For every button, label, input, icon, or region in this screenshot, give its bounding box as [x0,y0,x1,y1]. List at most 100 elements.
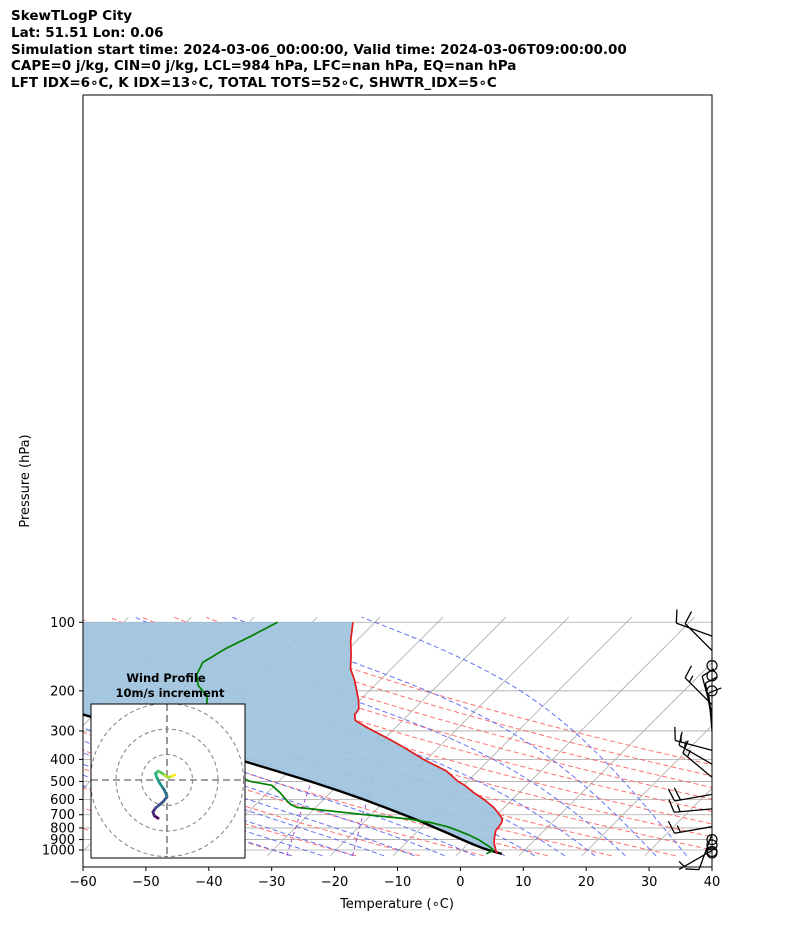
dry-adiabat-line [205,616,712,766]
y-tick-label: 500 [50,775,75,790]
barb-staff [698,833,713,870]
y-tick-label: 200 [50,684,75,699]
barb-staff [674,793,713,802]
barb-staff [674,808,713,813]
y-tick-label: 100 [50,616,75,631]
y-tick-label: 300 [50,724,75,739]
isotherm-line [581,724,712,857]
hodograph-subtitle: 10m/s increment [116,686,225,700]
barb-flag [684,665,693,679]
station-title: SkewTLogP City [11,8,133,24]
hodograph-plot [91,704,245,858]
cin-shading [83,622,503,854]
wind-barb [706,660,718,672]
barb-half-flag [678,860,685,867]
barb-flag [675,609,678,624]
location-coordinates: Lat: 51.51 Lon: 0.06 [11,24,164,41]
dry-adiabat-line [83,649,712,838]
stability-indices: LFT IDX=6∘C, K IDX=13∘C, TOTAL TOTS=52∘C… [11,75,497,92]
isotherm-line [644,787,712,857]
skewt-profiles [83,621,504,856]
hodograph-background [91,704,245,858]
y-tick-label: 800 [50,821,75,836]
moist-adiabat-line [83,752,385,857]
mixing-ratio-line [352,759,380,856]
wind-barb [706,685,718,697]
wind-barb [674,726,713,751]
barb-half-flag [688,675,694,683]
x-tick-label: 20 [578,875,595,890]
convective-parameters: CAPE=0 j/kg, CIN=0 j/kg, LCL=984 hPa, LF… [11,58,517,75]
temperature-profile-line [349,622,504,855]
barb-staff [674,826,713,834]
hodograph-inset: Wind Profile 10m/s increment [90,671,246,859]
mixing-ratio-line [286,759,320,856]
barb-staff [675,739,713,751]
calm-wind-circle [706,685,718,697]
dewpoint-profile-line [195,621,495,855]
barb-flag [705,676,718,684]
axes: −60 −50 −40 −30 −20 −10 0 10 20 30 40 1000900800700… [42,616,720,890]
barb-flag [673,787,682,801]
x-tick-label: 40 [704,875,721,890]
x-tick-label: 30 [641,875,658,890]
dry-adiabat-line [141,616,712,788]
wind-barb [704,676,718,721]
x-tick-label: 0 [456,875,464,890]
moist-adiabat-line [83,727,445,857]
hodograph-frame [90,703,246,859]
x-tick-label: −30 [258,875,285,890]
hodograph-trace-segment [170,773,177,778]
barb-flag [667,788,676,802]
y-axis-label: Pressure (hPa) [18,434,33,527]
wind-barb [685,833,713,871]
wind-barb [667,820,713,834]
moist-adiabat-line [134,616,626,857]
moist-adiabat-line [232,616,657,857]
barb-flag [667,820,676,834]
barb-flag [684,611,693,624]
wind-barb [684,665,713,706]
wind-barb [706,845,718,858]
y-tick-label: 400 [50,753,75,768]
barb-half-flag [676,825,682,833]
x-tick-label: −50 [132,875,159,890]
barb-half-flag [676,804,681,812]
barb-staff [682,752,713,778]
x-tick-label: −20 [321,875,348,890]
barb-half-flag [683,740,687,749]
calm-wind-circle [706,845,718,858]
isotherm-line [707,850,712,857]
dry-adiabat-line [83,680,676,857]
wind-barb [668,799,713,813]
y-tick-label: 1000 [42,844,75,859]
barb-staff [678,849,713,871]
barb-flag [708,687,722,694]
y-tick-label: 600 [50,793,75,808]
x-tick-label: −60 [69,875,96,890]
barb-staff [678,744,713,765]
hodograph-title: Wind Profile [126,671,206,685]
wind-barb [675,609,713,637]
simulation-times: Simulation start time: 2024-03-06_00:00:… [11,41,627,58]
y-tick-label: 900 [50,833,75,848]
isotherm-line [0,617,3,856]
wind-barb [678,849,713,871]
y-tick-label: 700 [50,808,75,823]
wind-barb [706,839,718,851]
x-tick-label: 10 [515,875,532,890]
moist-adiabat-line [361,616,688,857]
barb-flag [682,740,689,754]
hodograph-ring [91,704,244,857]
calm-wind-circle [706,660,718,672]
dry-adiabat-line [109,616,712,800]
barb-staff [676,622,713,637]
x-tick-label: −10 [384,875,411,890]
barb-staff [684,677,713,706]
chart-header: SkewTLogP City Lat: 51.51 Lon: 0.06 Simu… [11,8,627,92]
dry-adiabat-line [83,768,357,857]
x-tick-label: −40 [195,875,222,890]
barb-flag [685,868,700,871]
dry-adiabat-line [83,731,485,857]
